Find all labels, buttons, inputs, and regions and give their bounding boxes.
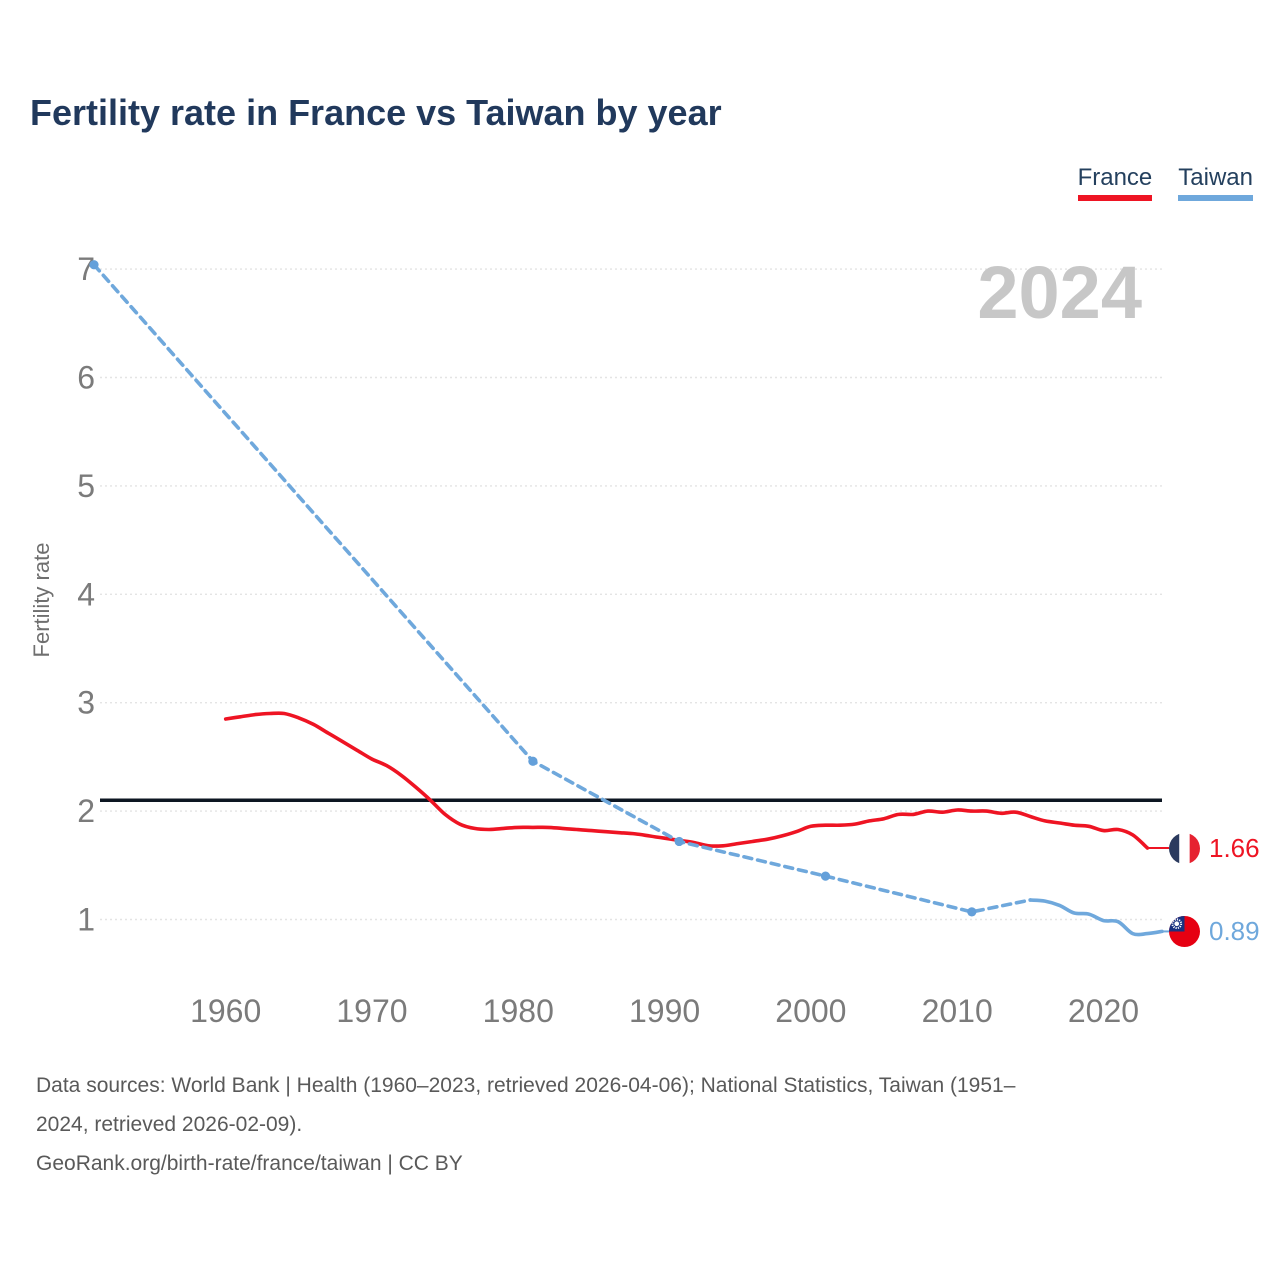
x-tick-label-1980: 1980 (483, 993, 554, 1029)
france-line-solid (223, 711, 1150, 850)
y-tick-label-1: 1 (77, 902, 95, 938)
france-end-label: 1.66 (1169, 833, 1260, 864)
y-tick-label-2: 2 (77, 793, 95, 829)
data-sources-footer: Data sources: World Bank | Health (1960–… (36, 1066, 1015, 1183)
taiwan-flag-icon (1169, 916, 1200, 947)
x-tick-label-2010: 2010 (922, 993, 993, 1029)
y-tick-label-3: 3 (77, 685, 95, 721)
taiwan-data-point-1991 (674, 836, 684, 847)
y-tick-label-5: 5 (77, 468, 95, 504)
taiwan-data-point-2011 (967, 907, 977, 917)
taiwan-line-solid (1028, 898, 1164, 937)
y-tick-label-4: 4 (77, 576, 95, 612)
x-tick-label-2020: 2020 (1068, 993, 1139, 1029)
y-tick-label-6: 6 (77, 360, 95, 396)
y-tick-label-7: 7 (77, 251, 95, 287)
taiwan-data-point-2001 (820, 871, 831, 881)
page-title: Fertility rate in France vs Taiwan by ye… (30, 92, 722, 133)
taiwan-line-dashed (92, 263, 1033, 914)
x-tick-label-1960: 1960 (190, 993, 261, 1029)
france-flag-icon (1169, 833, 1200, 864)
legend-item-france[interactable]: France (1077, 164, 1153, 201)
france-end-value: 1.66 (1209, 833, 1260, 863)
footer-line-1: Data sources: World Bank | Health (1960–… (36, 1074, 1016, 1097)
taiwan-data-point-1981 (528, 756, 538, 766)
y-axis-title: Fertility rate (29, 542, 54, 658)
x-tick-label-2000: 2000 (775, 993, 846, 1029)
watermark-year: 2024 (977, 251, 1142, 334)
legend-item-taiwan[interactable]: Taiwan (1178, 164, 1253, 201)
x-tick-label-1990: 1990 (629, 993, 700, 1029)
legend: France Taiwan (1077, 164, 1253, 201)
taiwan-end-label: 0.89 (1169, 916, 1260, 947)
taiwan-end-value: 0.89 (1209, 916, 1260, 946)
taiwan-data-point-1951 (89, 260, 99, 270)
footer-line-3: GeoRank.org/birth-rate/france/taiwan | C… (36, 1152, 463, 1175)
x-tick-label-1970: 1970 (336, 993, 407, 1029)
footer-line-2: 2024, retrieved 2026-02-09). (36, 1113, 303, 1136)
